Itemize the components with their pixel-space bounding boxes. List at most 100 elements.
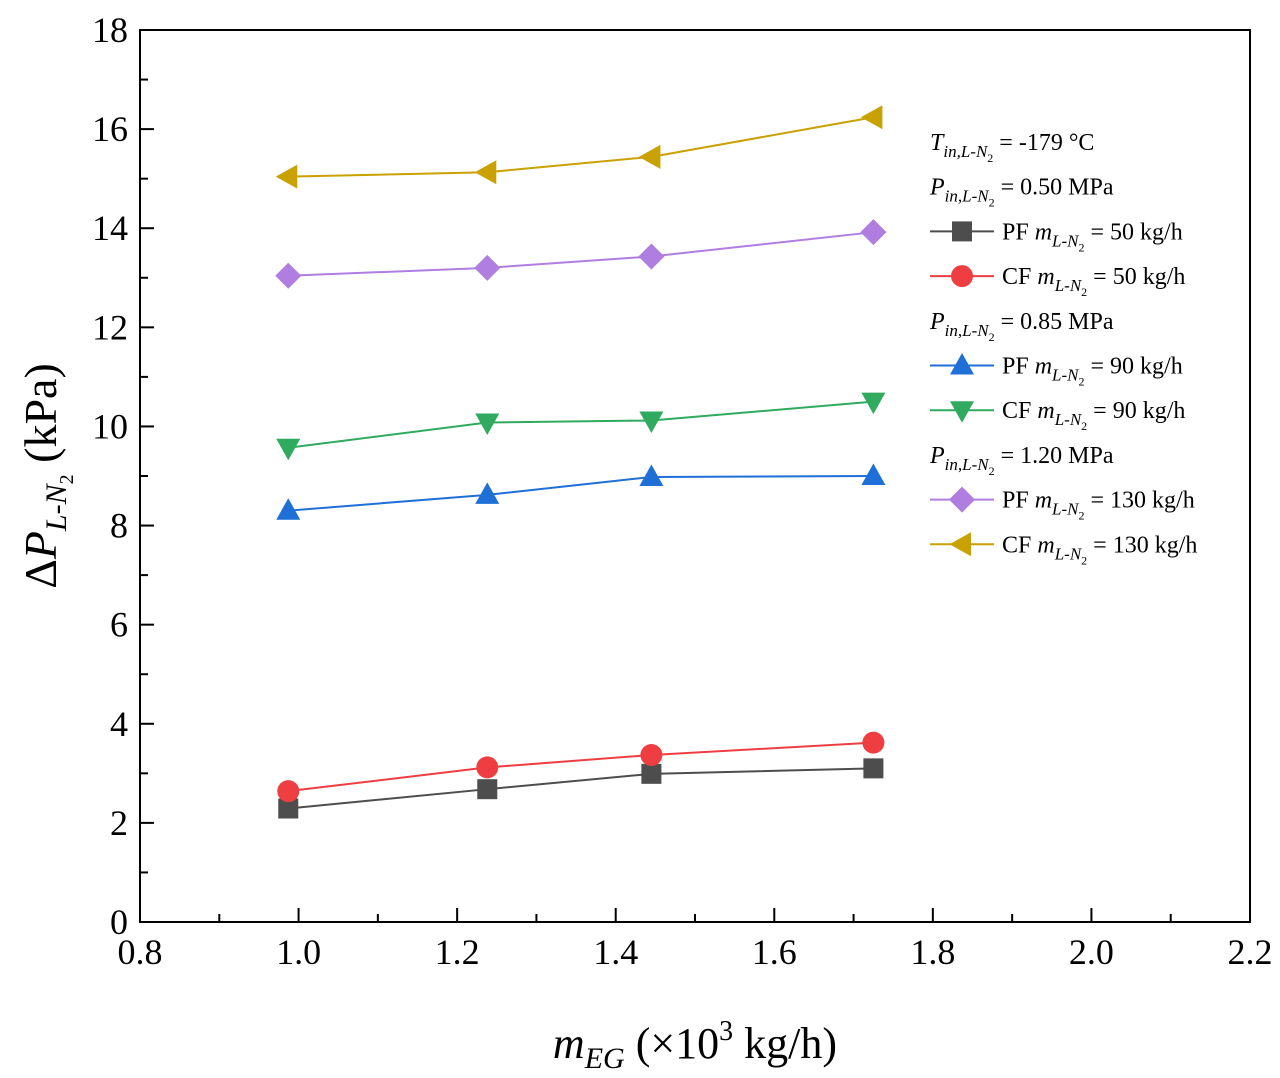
legend-entry: PF mL-N2 = 90 kg/h [930, 353, 1183, 389]
series-2 [277, 731, 885, 803]
legend-label-symbol: m [1035, 354, 1052, 380]
data-point [641, 763, 662, 784]
legend-subsubscript: 2 [989, 196, 995, 210]
series-line [288, 767, 874, 810]
legend-subscript: in,L-N [945, 455, 991, 474]
data-point [275, 164, 298, 189]
y-title-main: P [15, 531, 66, 560]
legend-label-prefix: CF [1002, 398, 1037, 424]
data-point [860, 219, 887, 246]
y-tick-label: 0 [110, 902, 128, 942]
data-point [278, 798, 299, 819]
data-point [639, 411, 664, 433]
legend-label-subscript: L-N [1051, 500, 1080, 519]
series-4 [276, 392, 886, 461]
y-tick-label: 2 [110, 803, 128, 843]
legend-label-subsubscript: 2 [1079, 509, 1085, 523]
y-tick-label: 14 [92, 208, 128, 248]
legend-label-symbol: m [1035, 488, 1052, 514]
data-point [639, 464, 664, 486]
legend-entry: CF mL-N2 = 130 kg/h [930, 532, 1197, 567]
data-point [277, 780, 300, 803]
legend-label-subsubscript: 2 [1081, 285, 1087, 299]
series-6 [275, 105, 883, 189]
legend-value: = 0.50 MPa [995, 175, 1114, 201]
legend-label-subscript: L-N [1054, 410, 1083, 429]
legend-label-value: = 90 kg/h [1085, 354, 1183, 380]
data-point [863, 758, 884, 779]
x-title-main: m [553, 1019, 585, 1068]
legend-label: CF mL-N2 = 90 kg/h [1002, 398, 1185, 433]
x-tick-label: 2.2 [1228, 932, 1273, 972]
legend-label-subscript: L-N [1051, 231, 1080, 250]
x-title-unit: kg/h) [733, 1019, 837, 1068]
legend-label-prefix: CF [1002, 264, 1037, 290]
y-tick-label: 10 [92, 406, 128, 446]
legend-marker [952, 221, 972, 242]
legend-label-symbol: m [1037, 398, 1054, 424]
legend-label-value: = 50 kg/h [1085, 219, 1183, 245]
legend-subscript: in,L-N [945, 187, 991, 206]
legend-condition: Pin,L-N2 = 0.85 MPa [929, 309, 1114, 344]
x-tick-label: 1.8 [910, 932, 955, 972]
legend-symbol: P [929, 443, 945, 469]
legend-label-symbol: m [1035, 219, 1052, 245]
data-point [475, 482, 500, 504]
legend-label-symbol: m [1037, 532, 1054, 558]
legend-label-prefix: PF [1002, 488, 1035, 514]
legend-value: = -179 °C [993, 130, 1094, 156]
data-point [861, 463, 886, 485]
series-line [288, 400, 874, 449]
legend-label-subsubscript: 2 [1081, 419, 1087, 433]
legend-marker [950, 353, 974, 375]
data-point [861, 392, 886, 415]
legend-symbol: T [930, 130, 945, 156]
legend-subsubscript: 2 [989, 330, 995, 344]
data-point [475, 413, 500, 435]
x-title-sup: 3 [719, 1016, 733, 1047]
series-line [288, 231, 874, 277]
y-tick-label: 18 [92, 10, 128, 50]
legend-value: = 0.85 MPa [995, 309, 1114, 335]
series-5 [275, 219, 887, 289]
legend-value: = 1.20 MPa [995, 443, 1114, 469]
y-title-sub: L-N [40, 482, 73, 532]
x-tick-label: 2.0 [1069, 932, 1114, 972]
y-tick-label: 4 [110, 704, 128, 744]
x-axis-title: mEG (×103 kg/h) [553, 1016, 837, 1075]
data-point [477, 779, 498, 800]
legend-label-subsubscript: 2 [1081, 553, 1087, 567]
legend-label: CF mL-N2 = 50 kg/h [1002, 264, 1185, 299]
y-tick-label: 8 [110, 506, 128, 546]
legend-label-symbol: m [1037, 264, 1054, 290]
x-axis: 0.8 1.0 1.2 1.4 1.6 1.8 2.0 2.2 [118, 908, 1273, 972]
y-axis: 0 2 4 6 8 10 12 14 16 18 [92, 10, 154, 942]
data-point [276, 438, 301, 461]
x-tick-label: 1.4 [593, 932, 638, 972]
legend-label: CF mL-N2 = 130 kg/h [1002, 532, 1197, 567]
legend-label: PF mL-N2 = 50 kg/h [1002, 219, 1183, 254]
legend-label-subsubscript: 2 [1079, 375, 1085, 389]
legend-entry: PF mL-N2 = 130 kg/h [930, 486, 1195, 523]
legend-marker [950, 401, 974, 423]
legend-subsubscript: 2 [987, 151, 993, 165]
data-point [276, 498, 301, 520]
x-tick-label: 1.6 [752, 932, 797, 972]
legend-subsubscript: 2 [989, 464, 995, 478]
y-tick-label: 6 [110, 605, 128, 645]
series-1 [278, 758, 884, 819]
legend-label: PF mL-N2 = 130 kg/h [1002, 488, 1195, 523]
y-axis-title: ΔPL-N2 (kPa) [15, 363, 78, 589]
x-tick-label: 1.0 [276, 932, 321, 972]
legend-label-subscript: L-N [1054, 276, 1083, 295]
legend-subscript: in,L-N [945, 321, 991, 340]
series-line [288, 116, 874, 178]
legend-entry: CF mL-N2 = 50 kg/h [930, 264, 1185, 299]
legend-entry: PF mL-N2 = 50 kg/h [930, 219, 1183, 254]
series-3 [276, 463, 886, 520]
x-title-sub: EG [584, 1042, 625, 1075]
legend-label-value: = 130 kg/h [1087, 532, 1197, 558]
data-point [860, 105, 883, 130]
